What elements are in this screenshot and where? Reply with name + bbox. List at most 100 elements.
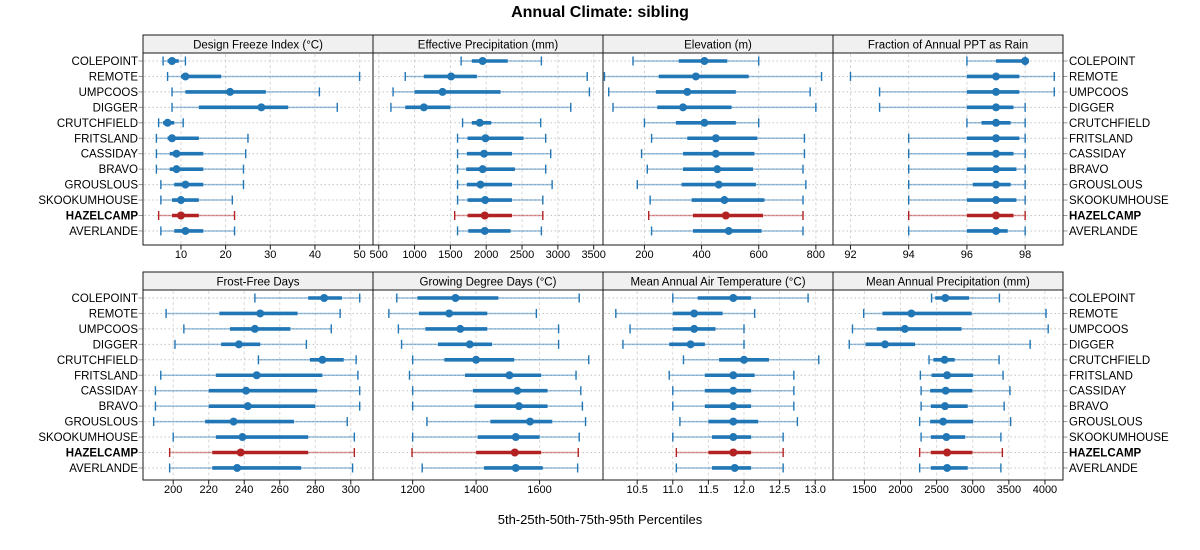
x-tick-label: 800 <box>807 249 825 261</box>
median-dot <box>181 72 190 81</box>
station-interval-cassiday <box>154 386 361 396</box>
x-tick-label: 12.0 <box>733 484 754 496</box>
median-dot <box>939 417 948 426</box>
svg-text:HAZELCAMP: HAZELCAMP <box>1069 211 1142 223</box>
station-label-left: DIGGER <box>93 102 138 114</box>
station-interval-remote <box>388 308 538 318</box>
svg-text:COLEPOINT: COLEPOINT <box>1069 56 1135 68</box>
station-interval-bravo <box>411 401 584 411</box>
median-dot <box>943 371 952 380</box>
station-label-right: HAZELCAMP <box>1069 448 1142 460</box>
median-dot <box>480 226 489 235</box>
station-interval-colepoint <box>460 56 543 66</box>
x-tick-label: 12.5 <box>769 484 790 496</box>
panel-strip-title: Fraction of Annual PPT as Rain <box>868 40 1028 52</box>
percentiles-caption: 5th-25th-50th-75th-95th Percentiles <box>497 512 703 527</box>
median-dot <box>480 211 489 220</box>
station-interval-umpcoos <box>171 87 321 97</box>
panel-plot-area <box>142 289 374 481</box>
station-interval-crutchfield <box>461 118 542 128</box>
x-tick-label: 30 <box>264 249 276 261</box>
station-interval-skookumhouse <box>672 432 784 442</box>
panel-strip-title: Mean Annual Air Temperature (°C) <box>630 277 805 289</box>
station-label-right: SKOOKUMHOUSE <box>1069 432 1169 444</box>
station-interval-averlande <box>675 463 784 473</box>
x-tick-label: 20 <box>219 249 231 261</box>
station-interval-digger <box>878 102 1026 112</box>
station-interval-skookumhouse <box>456 195 544 205</box>
station-interval-colepoint <box>162 56 187 66</box>
station-interval-hazelcamp <box>648 211 804 220</box>
station-label-right: BRAVO <box>1069 164 1108 176</box>
median-dot <box>683 87 692 96</box>
x-tick-label: 40 <box>309 249 321 261</box>
station-interval-umpcoos <box>183 324 332 334</box>
station-label-right: REMOTE <box>1069 71 1119 83</box>
x-tick-label: 260 <box>271 484 289 496</box>
station-interval-averlande <box>160 226 236 236</box>
median-dot <box>476 180 485 189</box>
svg-text:SKOOKUMHOUSE: SKOOKUMHOUSE <box>38 432 138 444</box>
station-label-right: CRUTCHFIELD <box>1069 118 1150 130</box>
svg-text:HAZELCAMP: HAZELCAMP <box>66 448 139 460</box>
median-dot <box>724 226 733 235</box>
station-interval-bravo <box>456 164 547 174</box>
median-dot <box>480 149 489 158</box>
station-interval-colepoint <box>966 56 1030 66</box>
station-interval-crutchfield <box>682 355 820 365</box>
median-dot <box>729 417 738 426</box>
station-interval-umpcoos <box>397 324 560 334</box>
station-label-right: UMPCOOS <box>1069 87 1129 99</box>
station-label-right: DIGGER <box>1069 102 1114 114</box>
station-interval-colepoint <box>930 293 1001 303</box>
station-label-right: BRAVO <box>1069 401 1108 413</box>
x-tick-label: 3500 <box>997 484 1021 496</box>
median-dot <box>478 57 487 65</box>
x-tick-label: 300 <box>342 484 360 496</box>
svg-text:GROUSLOUS: GROUSLOUS <box>65 417 139 429</box>
panel-strip-title: Design Freeze Index (°C) <box>193 40 323 52</box>
station-interval-digger <box>622 339 745 349</box>
x-tick-label: 1500 <box>438 249 462 261</box>
median-dot <box>172 149 181 158</box>
station-label-left: CASSIDAY <box>81 386 139 398</box>
median-dot <box>226 87 235 96</box>
station-interval-averlande <box>650 226 804 236</box>
median-dot <box>472 355 481 364</box>
median-dot <box>511 463 520 472</box>
x-tick-label: 1600 <box>527 484 551 496</box>
svg-text:CRUTCHFIELD: CRUTCHFIELD <box>57 355 138 367</box>
station-interval-hazelcamp <box>453 211 544 220</box>
median-dot <box>456 324 465 333</box>
station-label-left: HAZELCAMP <box>66 211 139 223</box>
station-interval-colepoint <box>396 293 580 303</box>
median-dot <box>256 309 265 318</box>
x-tick-label: 400 <box>692 249 710 261</box>
x-tick-label: 3000 <box>546 249 570 261</box>
panel-strip-title: Mean Annual Precipitation (mm) <box>866 277 1030 289</box>
station-interval-cassiday <box>640 149 806 159</box>
station-interval-skookumhouse <box>172 432 356 442</box>
median-dot <box>992 134 1001 143</box>
station-interval-digger <box>848 339 1031 349</box>
svg-text:BRAVO: BRAVO <box>1069 164 1108 176</box>
station-interval-digger <box>171 102 338 112</box>
station-interval-colepoint <box>632 56 760 66</box>
station-interval-grouslous <box>636 180 807 190</box>
station-label-right: FRITSLAND <box>1069 133 1133 145</box>
median-dot <box>257 103 266 112</box>
station-label-right: AVERLANDE <box>1069 226 1138 238</box>
station-interval-cassiday <box>411 386 582 396</box>
station-interval-remote <box>615 308 756 318</box>
station-label-right: SKOOKUMHOUSE <box>1069 195 1169 207</box>
station-interval-bravo <box>646 164 804 174</box>
station-interval-remote <box>849 71 1055 81</box>
station-interval-fritsland <box>155 133 249 143</box>
panel-8: 1500 2000 2500 3000 3500 4000 Mean Annual Prec… <box>832 271 1064 496</box>
x-tick-label: 3500 <box>581 249 605 261</box>
median-dot <box>941 294 950 302</box>
panel-plot-area <box>602 289 834 481</box>
median-dot <box>721 211 730 220</box>
median-dot <box>691 72 700 81</box>
x-tick-label: 2500 <box>510 249 534 261</box>
